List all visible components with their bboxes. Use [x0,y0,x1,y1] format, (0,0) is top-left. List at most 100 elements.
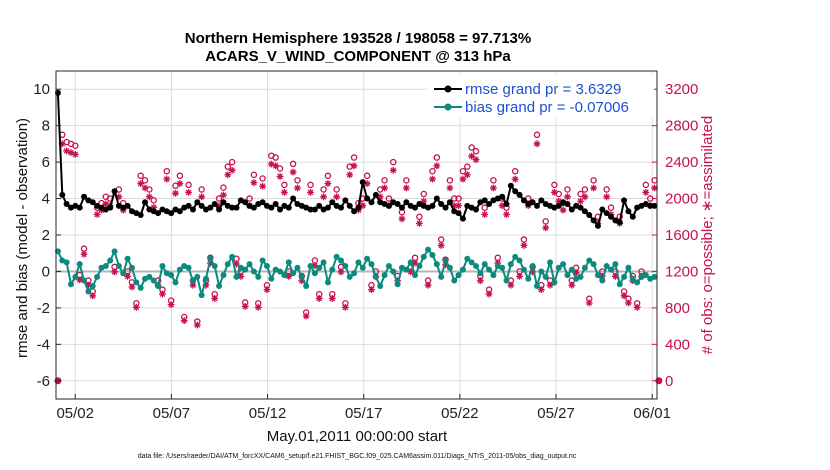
obs-assimilated-marker [611,272,619,280]
obs-assimilated-marker [280,189,288,196]
obs-possible-marker [490,177,497,184]
axes-layer: -6 -4 -2 0 2 4 6 8 10 05/02 05/07 05/12 05/17 05/22 05… [33,81,698,422]
gridlines [56,71,657,399]
obs-assimilated-marker [472,156,480,164]
bias-point [285,259,292,266]
legend-bias-label: bias grand pr = -0.07006 [465,99,629,116]
obs-assimilated-marker [58,140,66,148]
obs-possible-marker [481,204,488,211]
obs-assimilated-marker [276,173,284,180]
rmse-point [647,202,654,209]
bias-point [220,272,227,279]
obs-possible-marker [533,131,541,139]
bias-point [651,273,658,280]
rmse-point [412,204,419,211]
bias-point [564,272,571,279]
bias-point [72,273,79,280]
bias-point [172,279,179,286]
bias-point [281,272,288,279]
rmse-point [81,193,88,200]
obs-assimilated-marker [507,281,515,289]
obs-assimilated-marker [568,281,576,289]
bias-point [385,262,392,269]
bias-point [455,272,462,279]
rmse-point [555,202,562,209]
bias-point [442,257,449,264]
right-y-tick-label: 2000 [665,191,698,208]
obs-assimilated-marker [141,184,149,192]
obs-assimilated-marker [211,295,219,302]
obs-possible-marker [551,181,558,189]
rmse-point [568,206,575,213]
obs-assimilated-marker [185,189,192,196]
bias-point [621,273,628,280]
bias-point [290,270,297,277]
obs-possible-marker [185,181,192,189]
bias-point [499,264,506,271]
obs-possible-marker [307,181,314,189]
obs-possible-marker [468,144,475,151]
rmse-point [616,219,623,226]
obs-assimilated-marker [468,152,476,160]
obs-possible-marker [176,172,184,180]
rmse-point [268,204,275,211]
bias-point [512,253,519,260]
obs-assimilated-marker [294,184,301,192]
obs-assimilated-marker [124,272,132,280]
obs-assimilated-marker [115,193,123,201]
obs-assimilated-marker [389,166,397,174]
bias-point [159,262,166,269]
bias-point [67,281,74,288]
bias-point [603,262,610,269]
obs-assimilated-marker [633,303,641,311]
rmse-point [581,208,588,215]
legend-bias-marker [444,103,452,111]
bias-point [468,259,475,266]
bias-point [124,255,131,262]
obs-assimilated-marker [102,200,110,208]
bias-point [486,266,493,273]
y-tick-label: 2 [42,227,50,244]
bias-point [155,283,162,290]
bias-point [420,253,427,260]
bias-point [133,279,140,286]
obs-assimilated-marker [259,182,267,190]
x-tick-label: 05/27 [537,405,575,422]
obs-assimilated-marker [89,292,97,300]
y-tick-label: -2 [37,300,50,317]
series-layer [54,89,658,299]
obs-assimilated-marker [516,272,523,280]
obs-assimilated-marker [350,162,358,170]
obs-possible-marker [416,213,423,221]
bias-point [446,264,453,271]
obs-assimilated-marker [324,180,332,187]
bias-point [224,261,231,268]
x-axis-label: May.01,2011 00:00:00 start [267,428,448,445]
obs-possible-marker [511,167,519,175]
legend-rmse-marker [444,85,452,93]
bias-point [590,261,597,268]
bias-point [198,292,205,299]
rmse-point [198,202,205,209]
obs-assimilated-marker [446,184,454,192]
rmse-point [277,206,284,213]
obs-assimilated-marker [254,303,262,311]
bias-point [333,253,340,260]
rmse-point [529,199,536,206]
obs-assimilated-marker [559,206,567,214]
obs-assimilated-marker [315,295,323,302]
obs-possible-marker [137,172,144,180]
obs-assimilated-marker [420,197,428,205]
obs-assimilated-marker [511,175,519,183]
x-tick-label: 05/12 [249,405,287,422]
rmse-point [338,204,345,211]
obs-possible-marker [324,172,332,180]
bias-point [503,277,510,284]
obs-possible-marker [350,154,358,161]
obs-possible-marker [555,190,563,198]
rmse-point [438,201,445,208]
bias-point [507,261,514,268]
bias-point [294,264,301,271]
obs-assimilated-marker [198,193,206,201]
y-tick-label: 10 [33,81,50,98]
